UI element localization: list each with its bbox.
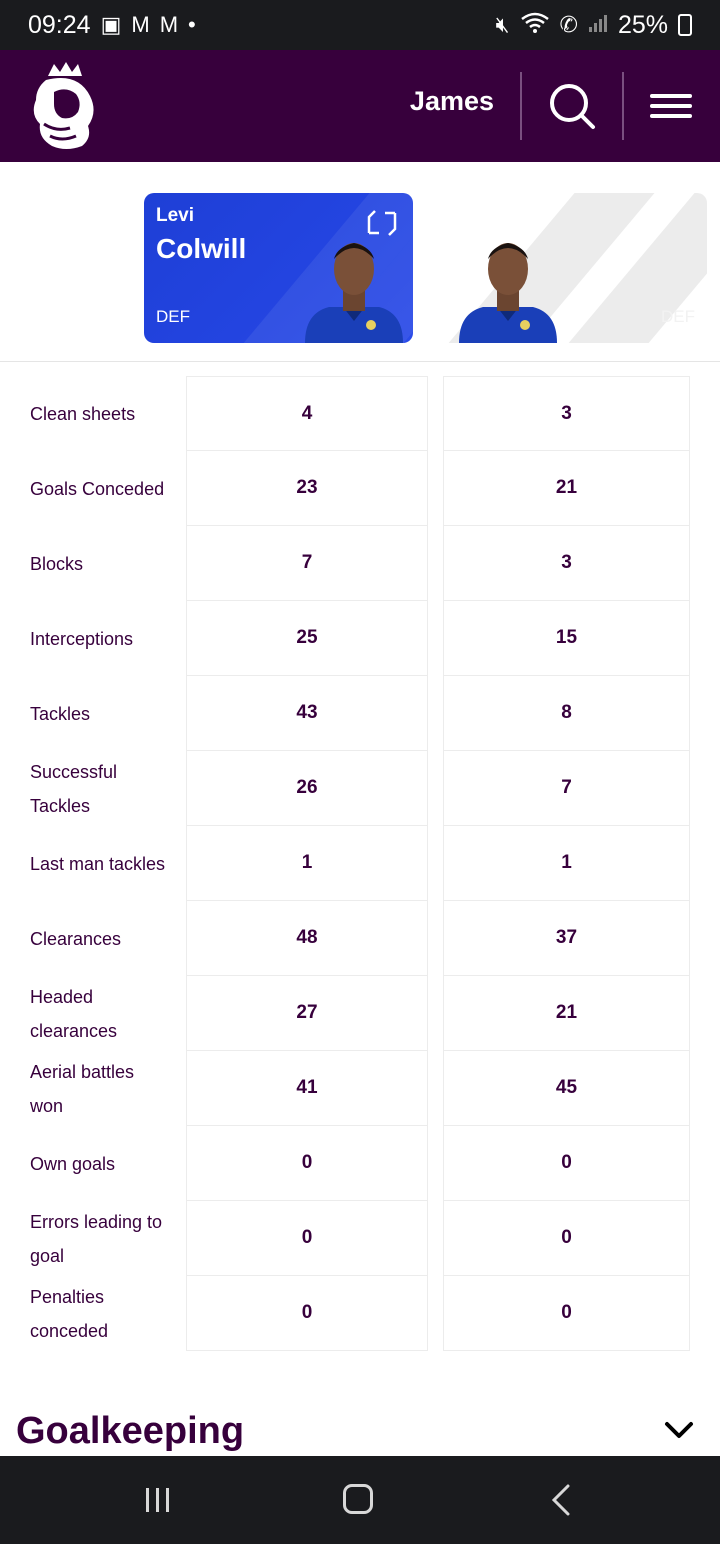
- player-last-name: Colwill: [156, 233, 247, 264]
- status-right: 🔇︎ ✆ 25%: [496, 11, 692, 40]
- stat-label: Aerial battles won: [30, 1061, 135, 1116]
- player-position: DEF: [661, 307, 695, 326]
- stat-row: Interceptions 25 15: [0, 601, 720, 676]
- more-notifications-dot-icon: •: [188, 12, 196, 37]
- search-icon[interactable]: [548, 82, 596, 130]
- player-photo: [305, 243, 403, 343]
- back-icon[interactable]: [550, 1484, 572, 1516]
- recent-apps-icon[interactable]: [144, 1486, 172, 1514]
- status-bar: 09:24 ▣ M M • 🔇︎ ✆ 25%: [0, 0, 720, 50]
- stat-label: Clearances: [30, 928, 122, 949]
- stat-value-player-1: 48: [186, 901, 428, 976]
- stat-value-player-1: 41: [186, 1051, 428, 1126]
- header-divider: [520, 72, 522, 140]
- stat-value-player-2: 0: [443, 1276, 690, 1351]
- header-divider-2: [622, 72, 624, 140]
- player-first-name: Levi: [156, 205, 195, 226]
- player-card-1[interactable]: Levi Colwill DEF: [144, 193, 413, 343]
- section-title: Goalkeeping: [16, 1410, 245, 1452]
- player-photo: [459, 243, 557, 343]
- stat-label: Blocks: [30, 553, 84, 574]
- stat-row: Last man tackles 1 1: [0, 826, 720, 901]
- stat-row: Tackles 43 8: [0, 676, 720, 751]
- stat-value-player-2: 45: [443, 1051, 690, 1126]
- stat-label: Errors leading to goal: [30, 1211, 163, 1266]
- stat-row: Headed clearances 27 21: [0, 976, 720, 1051]
- stat-value-player-1: 26: [186, 751, 428, 826]
- battery-icon: [678, 14, 692, 36]
- stat-row: Clean sheets 4 3: [0, 376, 720, 451]
- status-time: 09:24: [28, 10, 91, 39]
- stat-value-player-1: 0: [186, 1276, 428, 1351]
- player-position: DEF: [156, 307, 190, 326]
- stat-value-player-2: 8: [443, 676, 690, 751]
- stat-value-player-2: 15: [443, 601, 690, 676]
- wifi-icon: [520, 11, 550, 39]
- chevron-down-icon[interactable]: [664, 1420, 694, 1440]
- user-name[interactable]: James: [409, 86, 494, 116]
- stat-value-player-1: 1: [186, 826, 428, 901]
- stat-value-player-1: 7: [186, 526, 428, 601]
- stat-value-player-1: 43: [186, 676, 428, 751]
- stat-value-player-2: 21: [443, 976, 690, 1051]
- swap-player-icon[interactable]: [453, 209, 487, 237]
- battery-percent: 25%: [617, 10, 668, 39]
- wifi-calling-icon: ✆: [559, 12, 578, 37]
- player-cards: Levi Colwill DEF DEF: [0, 162, 720, 362]
- stat-row: Own goals 0 0: [0, 1126, 720, 1201]
- stat-label: Successful Tackles: [30, 761, 118, 816]
- stat-label: Clean sheets: [30, 403, 136, 424]
- stat-label: Interceptions: [30, 628, 134, 649]
- premier-league-logo[interactable]: [26, 62, 102, 152]
- stat-label: Headed clearances: [30, 986, 118, 1041]
- stat-value-player-2: 21: [443, 451, 690, 526]
- player-card-2[interactable]: DEF: [439, 193, 707, 343]
- stat-value-player-2: 0: [443, 1201, 690, 1276]
- swap-player-icon[interactable]: [365, 209, 399, 237]
- stat-row: Clearances 48 37: [0, 901, 720, 976]
- gmail-notification-icon-2: M: [159, 12, 179, 37]
- stat-label: Tackles: [30, 703, 91, 724]
- stat-row: Successful Tackles 26 7: [0, 751, 720, 826]
- stat-value-player-1: 4: [186, 376, 428, 451]
- stat-label: Last man tackles: [30, 853, 166, 874]
- stat-row: Goals Conceded 23 21: [0, 451, 720, 526]
- stat-label: Own goals: [30, 1153, 116, 1174]
- gmail-notification-icon: M: [131, 12, 150, 37]
- stat-label: Penalties conceded: [30, 1286, 109, 1341]
- goalkeeping-section-header[interactable]: Goalkeeping: [0, 1400, 720, 1456]
- stat-value-player-2: 1: [443, 826, 690, 901]
- stat-value-player-1: 0: [186, 1126, 428, 1201]
- home-icon[interactable]: [343, 1484, 373, 1514]
- stat-value-player-2: 37: [443, 901, 690, 976]
- stat-label: Goals Conceded: [30, 478, 165, 499]
- stat-row: Penalties conceded 0 0: [0, 1276, 720, 1351]
- app-header: James: [0, 50, 720, 162]
- stat-row: Blocks 7 3: [0, 526, 720, 601]
- stat-value-player-1: 25: [186, 601, 428, 676]
- stat-row: Aerial battles won 41 45: [0, 1051, 720, 1126]
- stat-row: Errors leading to goal 0 0: [0, 1201, 720, 1276]
- stat-value-player-1: 0: [186, 1201, 428, 1276]
- mute-icon: 🔇︎: [495, 12, 510, 37]
- signal-icon: [588, 13, 608, 37]
- stats-table: Clean sheets 4 3 Goals Conceded 23 21 Blocks 7 3…: [0, 376, 720, 1351]
- stat-value-player-2: 0: [443, 1126, 690, 1201]
- stat-value-player-2: 3: [443, 526, 690, 601]
- hamburger-menu-icon[interactable]: [650, 94, 692, 122]
- stat-value-player-2: 7: [443, 751, 690, 826]
- navigation-bar: [0, 1456, 720, 1544]
- gallery-notification-icon: ▣: [100, 12, 122, 37]
- stat-value-player-2: 3: [443, 376, 690, 451]
- status-left: 09:24 ▣ M M •: [28, 11, 196, 40]
- stat-value-player-1: 23: [186, 451, 428, 526]
- stat-value-player-1: 27: [186, 976, 428, 1051]
